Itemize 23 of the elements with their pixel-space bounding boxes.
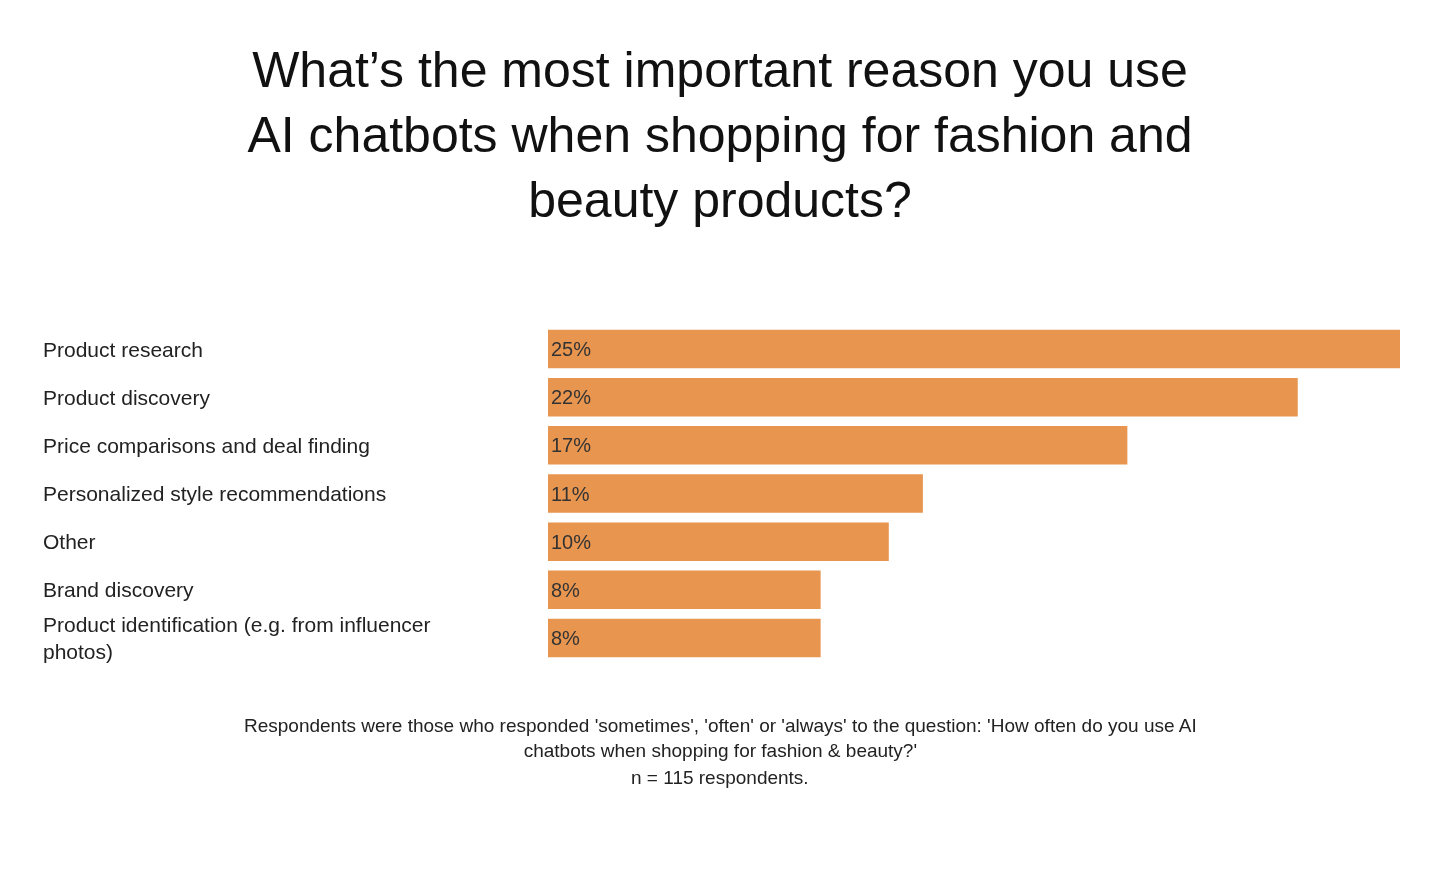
data-label: 8%	[551, 626, 581, 649]
data-label: 17%	[551, 434, 592, 457]
data-label: 25%	[551, 338, 592, 361]
bar	[548, 618, 821, 658]
data-label: 8%	[551, 578, 581, 601]
data-label: 10%	[551, 530, 592, 553]
text: n = 115 respondents.	[631, 767, 809, 788]
y-tick-label: Other	[43, 530, 96, 553]
bar	[548, 426, 1128, 465]
y-tick-label: Personalized style recommendations	[43, 482, 387, 505]
bar	[548, 377, 1298, 417]
y-tick-label: Brand discovery	[43, 578, 195, 601]
y-tick-label: Product identification (e.g. from influencer photos)	[43, 613, 431, 664]
bar	[548, 474, 923, 513]
chart-title: What’s the most important reason you use AI chatbots when shopping for fashion and beauty products?	[247, 42, 1193, 229]
data-label: 11%	[551, 482, 590, 505]
bar	[548, 522, 889, 561]
y-tick-label: Product discovery	[43, 386, 211, 409]
bar	[548, 329, 1400, 369]
data-label: 22%	[551, 386, 592, 409]
y-tick-label: Price comparisons and deal finding	[43, 434, 370, 457]
bar	[548, 570, 821, 610]
y-tick-label: Product research	[43, 338, 203, 361]
